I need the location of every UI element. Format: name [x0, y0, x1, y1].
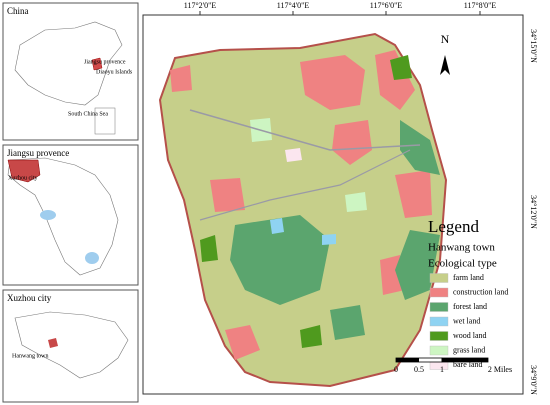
legend-swatch [429, 345, 449, 356]
land-patch [230, 215, 330, 305]
scale-label: 2 Miles [488, 365, 512, 374]
legend-label: wood land [453, 331, 487, 340]
land-patch [390, 55, 412, 80]
land-patch [270, 218, 284, 234]
lon-ticks [199, 11, 481, 15]
legend-subtitle: Hanwang town [428, 242, 495, 254]
lon-tick-label: 117°2'0"E [184, 1, 217, 10]
legend: Legend Hanwang town Ecological type farm… [428, 217, 508, 370]
town-highlight [48, 338, 58, 348]
north-arrow [440, 55, 450, 75]
land-patch [395, 170, 432, 218]
lon-tick-label: 117°8'0"E [464, 1, 497, 10]
land-patch [400, 120, 440, 175]
legend-swatch [429, 273, 449, 283]
legend-swatch [429, 287, 449, 298]
inset-label: Jiangsu provence [84, 59, 126, 65]
lat-tick-label: 34°12'0"N [529, 195, 538, 229]
inset-label: South China Sea [68, 111, 108, 117]
inset-label: Diaoyu Islands [96, 69, 133, 75]
province-highlight [91, 57, 103, 71]
legend-label: grass land [453, 345, 485, 354]
scale-label: 0.5 [414, 365, 424, 374]
land-patch [285, 148, 302, 162]
land-use-map [158, 32, 448, 388]
land-patch [225, 325, 260, 360]
land-patch [300, 55, 365, 110]
land-patch [200, 235, 218, 262]
city-outline [14, 311, 129, 379]
land-patch [345, 192, 367, 212]
inset-title: China [7, 6, 29, 16]
legend-heading: Ecological type [428, 258, 497, 270]
legend-label: construction land [453, 287, 508, 296]
lat-tick-label: 34°9'0"N [529, 365, 538, 395]
legend-label: farm land [453, 273, 484, 282]
sea-box [94, 107, 116, 135]
lat-tick-label: 34°15'0"N [529, 29, 538, 63]
legend-label: bare land [453, 360, 483, 369]
inset-label: Xuzhou city [8, 175, 38, 181]
lake [40, 210, 56, 220]
scale-label: 0 [394, 365, 398, 374]
north-label: N [441, 32, 450, 46]
scale-bar [395, 357, 489, 363]
land-patch [395, 230, 440, 300]
land-patch [322, 234, 336, 245]
lon-tick-label: 117°4'0"E [277, 1, 310, 10]
land-patch [210, 178, 245, 212]
country-outline [14, 21, 123, 106]
inset-title: Xuzhou city [7, 293, 52, 303]
land-patch [300, 325, 322, 348]
legend-swatch [429, 331, 449, 341]
land-patch [332, 120, 372, 165]
city-highlight [7, 159, 41, 183]
province-outline [7, 157, 119, 276]
lake [85, 252, 99, 264]
legend-label: wet land [453, 316, 480, 325]
legend-title: Legend [428, 217, 479, 236]
inset-title: Jiangsu provence [7, 148, 69, 158]
land-patch [375, 50, 415, 110]
inset-label: Hanwang town [12, 353, 49, 359]
lon-tick-label: 117°6'0"E [370, 1, 403, 10]
legend-swatch [429, 316, 449, 327]
land-patch [330, 305, 365, 340]
scale-label: 1 [440, 365, 444, 374]
land-patch [170, 65, 192, 92]
legend-label: forest land [453, 302, 487, 311]
legend-swatch [429, 302, 449, 312]
